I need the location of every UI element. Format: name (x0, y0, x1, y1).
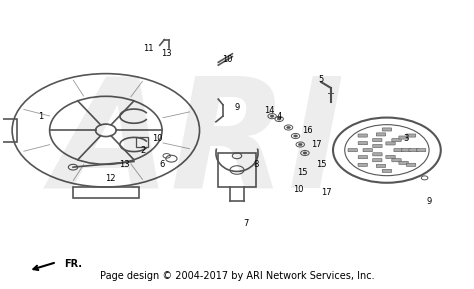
Text: 10: 10 (222, 55, 233, 64)
FancyBboxPatch shape (382, 128, 392, 131)
FancyBboxPatch shape (358, 134, 367, 137)
Bar (137, 137, 148, 147)
Text: 13: 13 (162, 49, 172, 58)
FancyBboxPatch shape (373, 159, 382, 162)
FancyBboxPatch shape (409, 149, 418, 152)
Text: 9: 9 (234, 103, 240, 112)
FancyBboxPatch shape (401, 149, 411, 152)
Text: 8: 8 (253, 160, 258, 169)
FancyBboxPatch shape (392, 159, 401, 162)
FancyBboxPatch shape (382, 169, 392, 173)
Circle shape (298, 143, 302, 146)
Text: 6: 6 (159, 160, 165, 169)
FancyBboxPatch shape (386, 155, 395, 158)
Text: 15: 15 (316, 160, 327, 169)
Text: 7: 7 (244, 219, 249, 228)
FancyBboxPatch shape (386, 142, 395, 145)
Text: 4: 4 (276, 112, 282, 121)
FancyBboxPatch shape (392, 138, 401, 142)
Bar (73, 187, 138, 198)
Text: 5: 5 (319, 75, 324, 84)
FancyBboxPatch shape (399, 161, 408, 164)
FancyBboxPatch shape (406, 163, 416, 166)
FancyBboxPatch shape (376, 164, 386, 168)
Text: 9: 9 (427, 197, 432, 206)
FancyBboxPatch shape (394, 149, 403, 152)
Text: 14: 14 (264, 106, 275, 115)
Circle shape (294, 135, 297, 137)
FancyBboxPatch shape (373, 144, 382, 148)
Circle shape (303, 152, 307, 154)
FancyBboxPatch shape (406, 134, 416, 137)
Text: 10: 10 (292, 185, 303, 194)
FancyBboxPatch shape (417, 149, 426, 152)
Circle shape (270, 115, 274, 117)
FancyBboxPatch shape (399, 136, 408, 139)
Bar (0, 119, 17, 142)
Text: 13: 13 (119, 160, 130, 169)
Text: 17: 17 (311, 140, 322, 149)
Text: 11: 11 (143, 44, 153, 53)
FancyBboxPatch shape (358, 142, 367, 145)
Text: 1: 1 (37, 112, 43, 121)
Text: 12: 12 (105, 174, 116, 183)
Circle shape (287, 126, 291, 129)
FancyBboxPatch shape (373, 153, 382, 156)
FancyBboxPatch shape (358, 163, 367, 166)
FancyBboxPatch shape (363, 149, 373, 152)
Text: ARI: ARI (53, 70, 346, 219)
FancyBboxPatch shape (373, 138, 382, 142)
FancyArrowPatch shape (34, 263, 54, 270)
FancyBboxPatch shape (348, 149, 357, 152)
Circle shape (277, 118, 281, 120)
Text: FR.: FR. (64, 259, 82, 268)
FancyBboxPatch shape (376, 133, 386, 136)
Text: 17: 17 (321, 188, 331, 197)
FancyBboxPatch shape (358, 155, 367, 159)
Text: 16: 16 (302, 126, 312, 135)
Bar (218, 153, 256, 187)
Text: Page design © 2004-2017 by ARI Network Services, Inc.: Page design © 2004-2017 by ARI Network S… (100, 271, 374, 281)
Text: 15: 15 (297, 168, 308, 177)
Text: 2: 2 (141, 146, 146, 155)
Text: 10: 10 (152, 134, 163, 143)
Text: 3: 3 (403, 134, 408, 143)
